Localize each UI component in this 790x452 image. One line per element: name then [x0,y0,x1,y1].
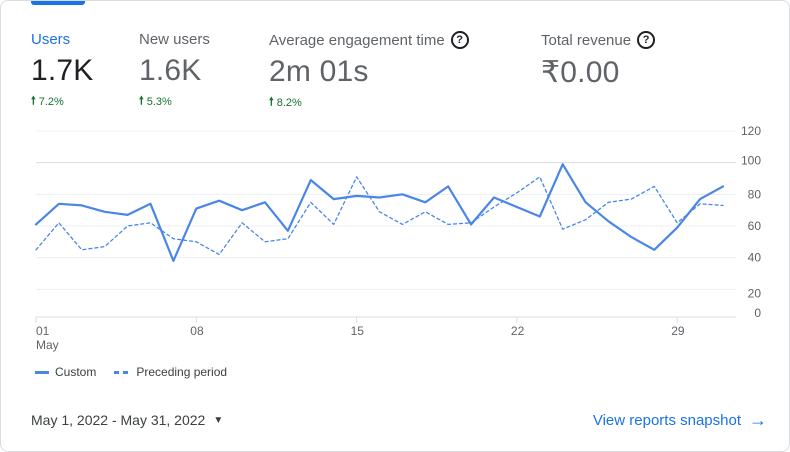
series-line-preceding-period [35,176,724,256]
arrow-up-icon: 🠕 [31,95,36,107]
series-line-custom [34,163,725,262]
y-tick-label: 40 [748,251,762,265]
y-tick-label: 120 [741,124,761,138]
legend-item-custom: Custom [35,365,96,379]
legend-solid-swatch [35,370,49,374]
x-tick-label: 08 [190,324,204,338]
caret-down-icon: ▼ [213,414,224,426]
metric-tab-users[interactable]: Users 1.7K 🠕 7.2% [31,31,94,111]
metric-tab-total-revenue[interactable]: Total revenue? ₹0.00 [541,31,656,90]
view-reports-snapshot-label: View reports snapshot [592,411,741,429]
metric-label: New users [139,31,210,48]
metric-delta: 🠕 7.2% [31,92,94,111]
arrow-right-icon: → [749,410,767,430]
metric-label: Users [31,31,71,48]
question-circle-icon[interactable]: ? [637,31,656,49]
arrow-up-icon: 🠕 [139,95,144,107]
chart-legend: Custom Preceding period [35,365,227,379]
x-tick-sublabel: May [36,338,59,352]
x-tick-label: 15 [351,324,365,338]
arrow-up-icon: 🠕 [269,96,274,108]
y-tick-label: 80 [748,187,762,201]
metric-label: Total revenue? [541,31,656,49]
metric-tab-average-engagement-time[interactable]: Average engagement time? 2m 01s 🠕 8.2% [269,31,469,112]
view-reports-snapshot-link[interactable]: View reports snapshot → [593,411,767,429]
metric-value: 1.7K [31,54,94,87]
metric-value: 1.6K [139,54,202,87]
date-range-dropdown[interactable]: May 1, 2022 - May 31, 2022 ▼ [31,412,223,428]
y-tick-label: 20 [748,286,762,300]
metric-value: 2m 01s [269,55,369,88]
x-tick-label: 01 [36,324,50,338]
metric-delta: 🠕 5.3% [139,92,210,111]
metric-delta: 🠕 8.2% [269,93,469,112]
y-tick-label: 0 [754,306,761,320]
active-metric-indicator [31,1,85,5]
metric-value: ₹0.00 [541,56,620,89]
question-circle-icon[interactable]: ? [450,31,469,49]
legend-dashed-swatch [114,370,131,374]
x-tick-label: 29 [671,324,685,338]
metric-label: Average engagement time? [269,31,469,49]
legend-item-preceding-period: Preceding period [114,365,227,379]
y-tick-label: 100 [741,154,761,168]
x-tick-label: 22 [511,324,525,338]
date-range-label: May 1, 2022 - May 31, 2022 [31,412,206,428]
metric-tab-new-users[interactable]: New users 1.6K 🠕 5.3% [139,31,210,111]
y-tick-label: 60 [748,219,762,233]
